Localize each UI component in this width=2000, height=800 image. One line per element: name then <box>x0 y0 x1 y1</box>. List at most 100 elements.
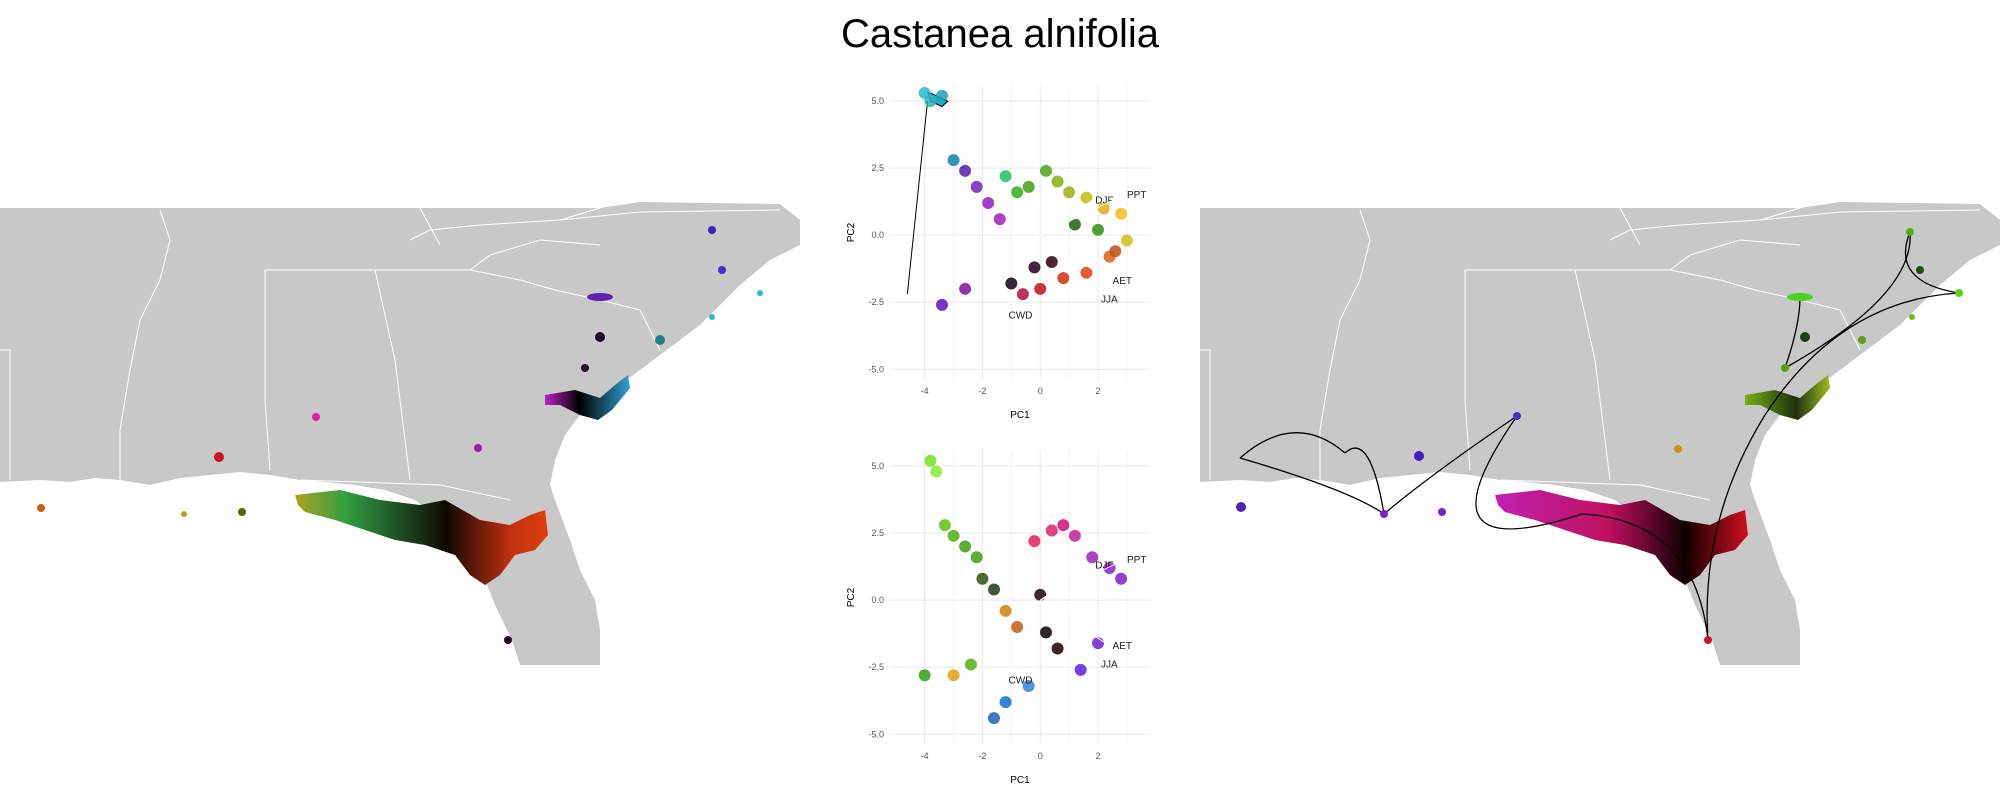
range-polygon-sc-coast <box>545 375 630 420</box>
state-boundaries <box>0 207 781 501</box>
data-point <box>1011 621 1024 633</box>
loading-line <box>1039 234 1110 282</box>
x-tick-label: -2 <box>978 751 986 761</box>
data-point <box>1057 272 1070 285</box>
data-point <box>959 282 972 295</box>
data-point <box>1034 282 1047 295</box>
loading-line <box>1039 199 1093 236</box>
occurrence-points <box>37 226 763 644</box>
loading-line <box>1039 599 1110 647</box>
data-point <box>1120 234 1133 247</box>
y-tick-label: 2.5 <box>871 528 884 538</box>
data-point <box>1045 256 1058 268</box>
loading-line <box>1005 599 1041 681</box>
data-point <box>947 529 960 542</box>
loading-label: AET <box>1113 641 1132 652</box>
data-point <box>924 95 937 108</box>
data-point <box>938 519 951 532</box>
plot-grid <box>890 450 1150 745</box>
range-polygon-gulf-coast <box>295 490 548 585</box>
loading-label: PPT <box>1127 555 1146 566</box>
data-point <box>1022 180 1035 193</box>
loading-label: CWD <box>1009 676 1033 687</box>
page-title: Castanea alnifolia <box>841 12 1159 56</box>
loading-label: DJF <box>1095 560 1113 571</box>
data-point <box>1040 164 1052 177</box>
y-tick-label: 5.0 <box>871 461 884 471</box>
land-mass <box>0 202 800 665</box>
y-tick-label: -2.5 <box>868 297 884 307</box>
data-point <box>964 658 977 671</box>
data-point <box>936 298 948 311</box>
axis-ticks: -4 -2 0 2 5.0 2.5 0.0 -2.5 -5.0 <box>868 461 1100 761</box>
data-point <box>982 197 995 209</box>
data-point <box>1005 277 1018 290</box>
data-point <box>1109 245 1122 258</box>
data-point <box>1063 186 1076 199</box>
data-point <box>1115 207 1128 220</box>
data-point <box>959 540 972 553</box>
loading-label: JJA <box>1101 295 1118 306</box>
data-point <box>988 583 1000 596</box>
y-axis-label: PC2 <box>846 222 857 242</box>
loading-line <box>1040 194 1125 236</box>
loading-line <box>1039 234 1099 300</box>
y-tick-label: -5.0 <box>868 364 884 374</box>
axis-ticks: -4 -2 0 2 5.0 2.5 0.0 -2.5 -5.0 <box>868 96 1100 396</box>
y-tick-label: 5.0 <box>871 96 884 106</box>
data-point <box>1086 551 1099 564</box>
data-point <box>918 669 931 682</box>
data-point <box>947 154 960 167</box>
x-tick-label: 2 <box>1095 386 1100 396</box>
data-points <box>918 87 1133 311</box>
data-point <box>988 712 1000 725</box>
x-axis-label: PC1 <box>1010 410 1030 421</box>
data-point <box>1068 529 1081 542</box>
left-range-map <box>0 202 800 665</box>
loading-line <box>1005 234 1041 316</box>
loading-label: CWD <box>1009 311 1033 322</box>
data-point <box>1051 642 1064 655</box>
data-point <box>1080 266 1093 279</box>
y-tick-label: -5.0 <box>868 729 884 739</box>
loading-label: DJF <box>1095 195 1113 206</box>
data-point <box>924 454 937 467</box>
hull-outline <box>1239 231 1960 641</box>
data-point <box>1080 191 1093 204</box>
data-point <box>1051 175 1064 188</box>
data-point <box>1115 572 1128 585</box>
data-point <box>999 170 1012 183</box>
hull-edge <box>906 101 929 295</box>
occurrence-points <box>1236 228 1963 644</box>
data-point <box>1097 202 1110 215</box>
land-mass <box>1200 202 2000 665</box>
x-tick-label: -2 <box>978 386 986 396</box>
data-point <box>1028 261 1041 274</box>
data-point <box>1034 588 1047 601</box>
x-axis-label: PC1 <box>1010 775 1030 786</box>
data-point <box>930 465 943 478</box>
range-polygon-gulf-coast <box>1495 490 1748 585</box>
data-point <box>1028 535 1041 548</box>
loading-label: AET <box>1113 276 1132 287</box>
x-tick-label: -4 <box>921 751 929 761</box>
x-tick-label: -4 <box>921 386 929 396</box>
data-point <box>1011 186 1024 199</box>
y-axis-label: PC2 <box>846 587 857 607</box>
data-point <box>999 696 1012 709</box>
data-point <box>1057 519 1070 532</box>
data-point <box>936 89 948 102</box>
data-point <box>999 604 1012 617</box>
x-tick-label: 2 <box>1095 751 1100 761</box>
data-point <box>1092 637 1104 650</box>
right-range-map <box>1200 202 2000 665</box>
y-tick-label: 0.0 <box>871 230 884 240</box>
data-point <box>970 180 983 193</box>
loading-line <box>1040 559 1125 601</box>
data-point <box>993 213 1006 226</box>
data-point <box>1092 223 1104 236</box>
loading-label: JJA <box>1101 660 1118 671</box>
loading-label: PPT <box>1127 190 1146 201</box>
loading-line <box>1039 564 1093 601</box>
